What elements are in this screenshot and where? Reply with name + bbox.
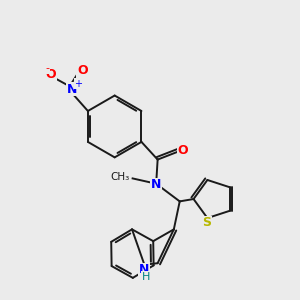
Text: CH₃: CH₃: [110, 172, 130, 182]
Text: H: H: [141, 272, 150, 282]
Text: +: +: [74, 79, 82, 89]
Text: S: S: [202, 216, 211, 229]
Text: O: O: [77, 64, 88, 77]
Text: O: O: [46, 68, 56, 81]
Text: N: N: [139, 263, 149, 277]
Text: N: N: [67, 83, 77, 96]
Text: -: -: [45, 63, 49, 73]
Text: O: O: [178, 144, 188, 157]
Text: N: N: [151, 178, 161, 191]
